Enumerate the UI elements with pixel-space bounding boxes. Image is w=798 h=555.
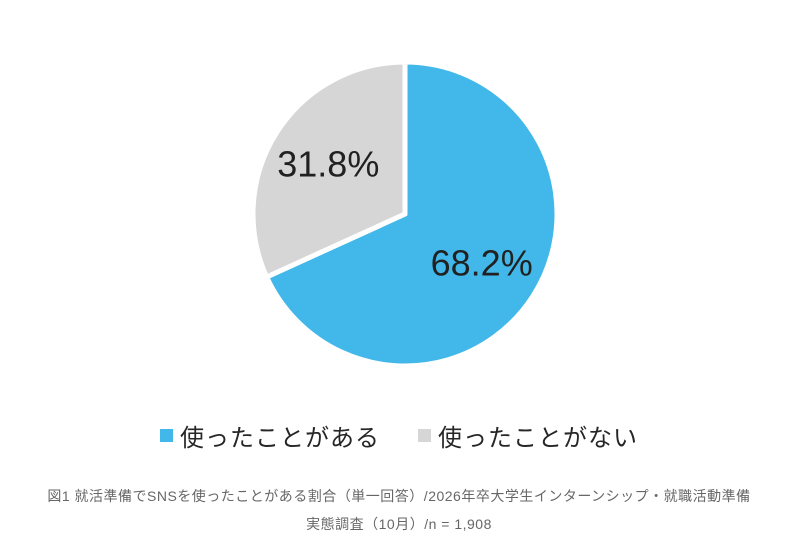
figure-caption: 図1 就活準備でSNSを使ったことがある割合（単一回答）/2026年卒大学生イン… bbox=[0, 482, 798, 538]
pie-slice-label-0: 68.2% bbox=[431, 242, 533, 283]
legend-item-not-used: 使ったことがない bbox=[418, 418, 638, 453]
legend-swatch-used-icon bbox=[160, 429, 173, 442]
pie-chart: 68.2% 31.8% bbox=[250, 59, 560, 369]
caption-line-1: 図1 就活準備でSNSを使ったことがある割合（単一回答）/2026年卒大学生イン… bbox=[47, 488, 751, 504]
legend-label-not-used: 使ったことがない bbox=[438, 425, 638, 452]
pie-slice-0 bbox=[264, 59, 560, 369]
caption-line-2: 実態調査（10月）/n = 1,908 bbox=[306, 516, 492, 532]
legend: 使ったことがある 使ったことがない bbox=[0, 418, 798, 453]
legend-swatch-not-used-icon bbox=[418, 429, 431, 442]
pie-slice-1 bbox=[250, 59, 408, 280]
legend-item-used: 使ったことがある bbox=[160, 418, 380, 453]
pie-slice-label-1: 31.8% bbox=[277, 144, 379, 185]
legend-label-used: 使ったことがある bbox=[180, 425, 380, 452]
